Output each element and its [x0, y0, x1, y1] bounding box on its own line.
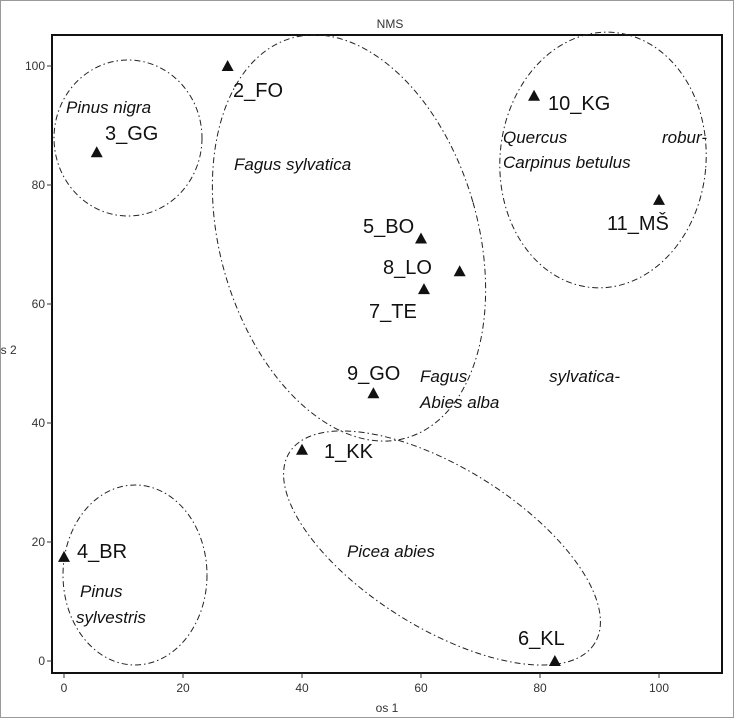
- plot-panel: [51, 34, 723, 674]
- point-label: 1_KK: [324, 441, 374, 463]
- x-tick-label: 100: [649, 681, 669, 695]
- y-tick-label: 80: [32, 178, 46, 192]
- data-point-marker: [296, 443, 308, 455]
- group-label: Carpinus betulus: [503, 153, 631, 172]
- group-label: sylvatica-: [549, 367, 620, 386]
- group-label: Pinus nigra: [66, 98, 151, 117]
- x-tick-label: 40: [295, 681, 309, 695]
- point-label: 9_GO: [347, 363, 400, 385]
- y-tick-label: 100: [25, 59, 45, 73]
- point-label: 11_MŠ: [607, 212, 669, 235]
- group-ellipse: [283, 430, 601, 666]
- group-label: robur-: [662, 128, 707, 147]
- group-labels: Pinus nigra Fagus sylvatica Quercus robur- C…: [66, 98, 707, 627]
- point-label: 4_BR: [77, 541, 127, 563]
- data-point-marker: [415, 232, 427, 244]
- x-axis-label: os 1: [376, 701, 399, 715]
- data-point-marker: [548, 655, 561, 666]
- data-point-marker: [367, 387, 380, 399]
- axis-ticks: 0 20 40 60 80 100 0 20 40 60 80 100: [25, 59, 669, 695]
- group-label: Fagus sylvatica: [234, 155, 351, 174]
- group-label: Picea abies: [347, 542, 435, 561]
- data-point-marker: [221, 60, 234, 71]
- group-ellipse: [53, 59, 203, 217]
- group-ellipses: [53, 31, 707, 666]
- point-label: 2_FO: [233, 80, 283, 102]
- point-label: 8_LO: [383, 257, 432, 279]
- x-tick-label: 60: [414, 681, 428, 695]
- group-label: Quercus: [503, 128, 568, 147]
- data-points: [58, 60, 665, 666]
- data-point-marker: [90, 146, 103, 158]
- x-tick-label: 0: [61, 681, 68, 695]
- point-label: 6_KL: [518, 628, 565, 650]
- data-point-marker: [653, 193, 665, 205]
- data-point-marker: [528, 89, 541, 101]
- point-label: 10_KG: [548, 93, 610, 115]
- y-tick-label: 60: [32, 297, 46, 311]
- y-axis-label-visible: os 2: [0, 343, 17, 357]
- group-label: Fagus: [420, 367, 468, 386]
- data-point-marker: [417, 283, 430, 295]
- data-point-marker: [453, 265, 466, 277]
- group-ellipse: [211, 34, 487, 442]
- point-label: 3_GG: [105, 123, 158, 145]
- group-ellipse: [62, 484, 208, 666]
- group-label: Pinus: [80, 582, 123, 601]
- y-tick-label: 20: [32, 535, 46, 549]
- chart-title: NMS: [377, 17, 404, 31]
- point-labels: 1_KK 2_FO 3_GG 4_BR 5_BO 6_KL 7_TE 8_LO 9_GO 10_K…: [77, 80, 669, 650]
- x-tick-label: 20: [176, 681, 190, 695]
- y-tick-label: 0: [38, 654, 45, 668]
- x-tick-label: 80: [533, 681, 547, 695]
- point-label: 7_TE: [369, 301, 417, 323]
- data-point-marker: [58, 550, 70, 562]
- group-label: Abies alba: [419, 393, 499, 412]
- group-label: sylvestris: [76, 608, 146, 627]
- point-label: 5_BO: [363, 216, 414, 238]
- group-ellipse: [499, 31, 707, 289]
- y-tick-label: 40: [32, 416, 46, 430]
